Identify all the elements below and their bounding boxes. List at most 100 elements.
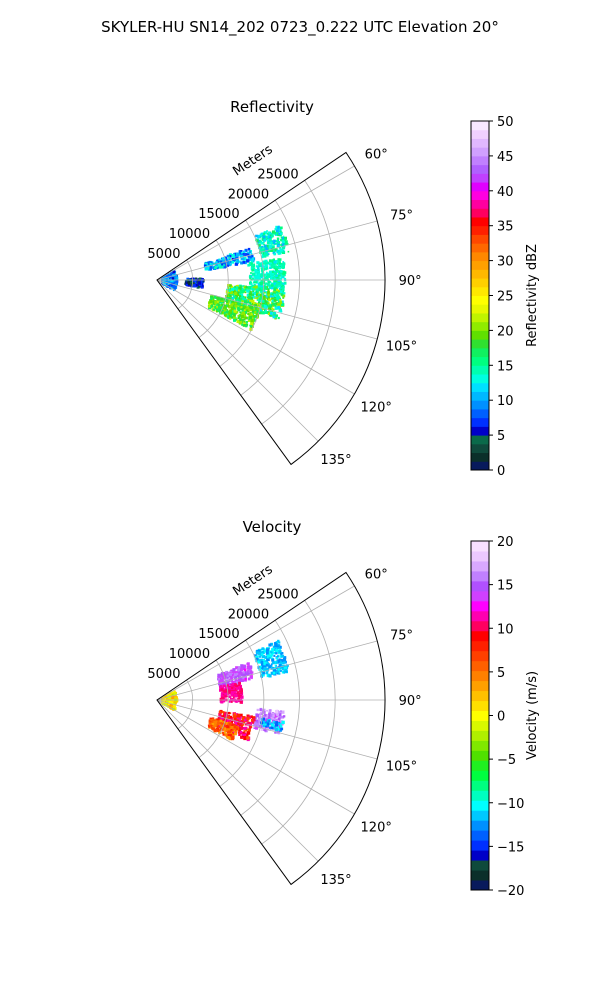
echo-gate	[238, 699, 241, 703]
colorbar-ticks: −20 −15 −10 −5 0 5 10 15 20	[489, 535, 524, 899]
echo-gate	[226, 676, 229, 679]
echo-gate	[224, 733, 227, 736]
echo-gate	[283, 292, 286, 295]
echo-gate	[248, 261, 253, 266]
echo-gate	[263, 273, 266, 277]
colorbar-tick-label: −20	[497, 884, 524, 899]
echo-gate	[275, 657, 279, 660]
echo-gate	[241, 676, 243, 679]
echo-gate	[232, 258, 236, 262]
colorbar-band	[471, 164, 489, 174]
echo-gate	[265, 268, 267, 271]
azimuth-gridline	[156, 165, 355, 281]
echo-gate	[271, 275, 274, 278]
echo-gate	[230, 684, 234, 688]
echo-gate	[278, 246, 281, 249]
colorbar-band	[471, 760, 489, 771]
echo-gate	[252, 288, 255, 291]
echo-gate	[287, 250, 290, 253]
echo-gate	[231, 287, 234, 291]
echo-gate	[268, 651, 271, 654]
echo-gate	[278, 664, 282, 668]
echo-gate	[277, 316, 280, 320]
echo-gate	[246, 666, 250, 669]
echo-gate	[208, 306, 211, 310]
echo-gate	[266, 709, 268, 712]
echo-gate	[279, 258, 282, 261]
echo-gate	[270, 286, 274, 290]
echo-gate	[259, 718, 262, 721]
echo-gate	[194, 281, 197, 284]
echo-gate	[226, 674, 230, 678]
echo-gate	[228, 700, 231, 703]
echo-gate	[216, 297, 220, 301]
echo-gate	[251, 255, 253, 258]
echo-gate	[262, 305, 266, 309]
echo-gate	[276, 293, 279, 296]
echo-gate	[245, 308, 248, 311]
echo-gate	[251, 324, 254, 328]
echo-gate	[249, 303, 252, 306]
echo-gate	[249, 299, 252, 302]
echo-gate	[212, 308, 215, 311]
echo-gate	[240, 254, 244, 258]
azimuth-tick-label: 90°	[399, 694, 422, 709]
echo-gate	[272, 248, 276, 252]
echo-gate	[251, 308, 254, 311]
echo-gate	[234, 732, 237, 736]
echo-gate	[282, 286, 285, 289]
echo-gate	[251, 268, 255, 272]
echo-gate	[227, 287, 230, 289]
echo-gate	[270, 653, 273, 656]
echo-gate	[264, 278, 268, 281]
echo-gate	[235, 700, 238, 703]
echo-gate	[233, 319, 236, 322]
echo-gate	[225, 686, 227, 689]
echo-gate	[174, 282, 178, 286]
echo-gate	[171, 699, 175, 702]
echo-gate	[231, 292, 235, 296]
echo-gate	[249, 275, 252, 278]
echo-gate	[256, 293, 259, 296]
range-tick-label: 25000	[257, 167, 298, 182]
echo-gate	[161, 275, 165, 279]
echo-gate	[273, 241, 276, 245]
echo-gate	[265, 309, 267, 312]
echo-gate	[278, 641, 281, 644]
echo-gate	[280, 292, 284, 296]
sector-outline	[156, 151, 386, 466]
echo-gate	[243, 673, 247, 677]
range-ring	[261, 600, 336, 845]
echo-gate	[273, 717, 276, 720]
echo-gate	[225, 303, 228, 306]
echo-gate	[263, 265, 266, 268]
echo-gate	[230, 693, 234, 696]
echo-gate	[217, 673, 221, 677]
echo-gate	[258, 262, 262, 266]
range-ring	[240, 620, 300, 816]
echo-gate	[272, 308, 275, 311]
echo-gate	[165, 695, 169, 698]
colorbar-band	[471, 620, 489, 632]
echo-gate	[268, 270, 272, 274]
echo-gate	[275, 709, 279, 714]
echo-gate	[275, 302, 279, 306]
echo-gate	[280, 238, 283, 241]
echo-gate	[193, 278, 196, 280]
range-tick-label: 5000	[147, 667, 180, 682]
echo-gate	[250, 318, 254, 323]
echo-gate	[256, 297, 260, 301]
echo-gate	[262, 235, 266, 239]
echo-gate	[236, 258, 239, 260]
echo-gate	[238, 666, 241, 669]
echo-gate	[230, 686, 234, 690]
echo-gate	[231, 302, 234, 306]
echo-gate	[235, 255, 239, 259]
echo-gate	[253, 719, 256, 722]
echo-gate	[222, 693, 225, 696]
echo-gate	[250, 673, 253, 675]
echo-gate	[215, 304, 218, 307]
echo-gate	[276, 229, 279, 233]
echo-gate	[251, 317, 254, 320]
azimuth-gridline	[156, 640, 378, 701]
